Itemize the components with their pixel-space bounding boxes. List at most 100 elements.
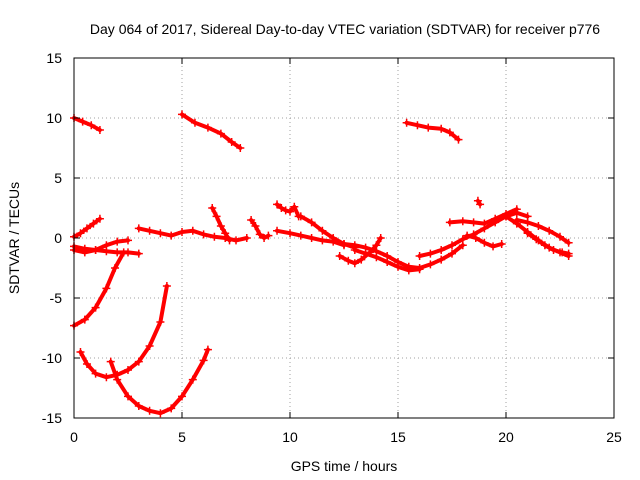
data-point	[329, 234, 338, 242]
data-point	[242, 234, 251, 242]
data-point	[502, 212, 510, 221]
y-tick-label: -10	[42, 350, 62, 366]
data-point	[340, 240, 348, 248]
data-point	[545, 226, 554, 235]
data-point	[91, 246, 100, 254]
data-point	[512, 216, 521, 224]
data-point	[402, 118, 411, 127]
data-point	[76, 348, 85, 356]
data-point	[318, 236, 327, 245]
data-point	[134, 249, 143, 258]
data-point	[134, 357, 143, 366]
data-point	[445, 128, 454, 137]
series-track-08	[78, 284, 169, 380]
data-point	[188, 375, 197, 384]
data-point	[458, 235, 467, 244]
data-point	[199, 230, 208, 239]
data-point	[318, 226, 327, 235]
data-point	[113, 237, 122, 246]
data-point	[178, 228, 186, 236]
data-point	[350, 246, 359, 254]
data-point	[236, 144, 245, 152]
x-tick-label: 0	[70, 429, 78, 445]
grid-lines	[74, 58, 614, 418]
series-track-02	[180, 112, 243, 150]
data-point	[534, 222, 543, 230]
y-tick-label: 5	[54, 170, 62, 186]
data-point	[426, 260, 435, 269]
chart-title: Day 064 of 2017, Sidereal Day-to-day VTE…	[90, 21, 600, 37]
data-point	[208, 204, 217, 212]
data-point	[426, 249, 435, 258]
data-point	[445, 218, 454, 227]
data-point	[296, 212, 305, 221]
data-point	[296, 231, 305, 240]
data-point	[350, 259, 359, 268]
data-point	[448, 249, 456, 258]
data-point	[119, 248, 128, 257]
data-point	[523, 229, 532, 238]
data-point	[124, 392, 132, 401]
data-point	[251, 222, 260, 230]
data-point	[469, 218, 478, 227]
data-point	[210, 232, 219, 241]
data-point	[286, 207, 294, 216]
data-point	[497, 240, 506, 248]
data-point	[95, 214, 104, 223]
data-point	[124, 366, 132, 374]
y-tick-label: -5	[50, 290, 63, 306]
data-point	[532, 235, 541, 244]
data-point	[80, 315, 89, 324]
data-point	[344, 256, 353, 265]
data-point	[415, 252, 424, 260]
data-point	[512, 205, 521, 214]
data-point	[76, 229, 85, 238]
data-point	[190, 118, 199, 127]
y-axis-label: SDTVAR / TECUs	[6, 182, 22, 294]
x-tick-label: 20	[498, 429, 514, 445]
data-point	[247, 216, 256, 224]
x-tick-label: 15	[390, 429, 406, 445]
data-point	[255, 230, 264, 239]
data-point	[102, 241, 111, 250]
data-point	[549, 246, 558, 254]
data-point	[458, 217, 467, 226]
data-point	[260, 234, 269, 242]
data-point	[476, 200, 485, 209]
data-point	[335, 252, 344, 260]
data-point	[162, 282, 171, 290]
data-point	[113, 375, 122, 384]
data-point	[178, 110, 186, 119]
data-point	[102, 373, 111, 382]
data-point	[212, 212, 221, 221]
y-tick-label: -15	[42, 410, 62, 426]
data-point	[286, 229, 294, 238]
data-point	[523, 218, 532, 227]
data-point	[471, 234, 480, 242]
data-point	[489, 242, 498, 251]
x-tick-label: 5	[178, 429, 186, 445]
data-point	[357, 255, 366, 264]
data-point	[424, 123, 433, 132]
data-point	[273, 200, 282, 209]
data-point	[448, 241, 456, 250]
data-point	[203, 345, 212, 354]
data-point	[156, 318, 165, 326]
data-point	[372, 253, 381, 262]
data-point	[437, 255, 446, 264]
data-point	[437, 124, 446, 133]
x-tick-label: 10	[282, 429, 298, 445]
data-point	[134, 402, 143, 410]
data-point	[372, 241, 381, 250]
data-point	[290, 202, 299, 211]
data-point	[156, 409, 165, 418]
x-axis-label: GPS time / hours	[291, 458, 398, 474]
data-point	[383, 258, 392, 266]
data-point	[178, 392, 186, 401]
data-point	[188, 226, 197, 235]
data-point	[82, 360, 91, 368]
data-point	[394, 262, 402, 271]
data-point	[264, 231, 273, 240]
data-point	[273, 226, 282, 235]
